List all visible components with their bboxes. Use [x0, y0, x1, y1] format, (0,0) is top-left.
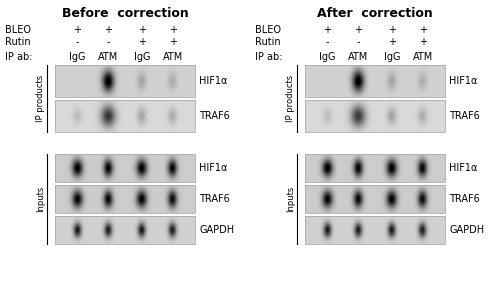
- Text: HIF1α: HIF1α: [449, 163, 478, 173]
- Text: After  correction: After correction: [317, 7, 433, 20]
- Text: +: +: [388, 25, 396, 35]
- Text: IgG: IgG: [134, 52, 150, 62]
- Text: GAPDH: GAPDH: [199, 225, 234, 235]
- Text: -: -: [326, 37, 329, 47]
- Text: ATM: ATM: [98, 52, 118, 62]
- Bar: [55, 154, 195, 182]
- Text: IgG: IgG: [319, 52, 336, 62]
- Text: GAPDH: GAPDH: [449, 225, 484, 235]
- Text: Rutin: Rutin: [5, 37, 30, 47]
- Text: +: +: [418, 25, 426, 35]
- Text: +: +: [104, 25, 112, 35]
- Bar: [55, 100, 195, 132]
- Text: +: +: [388, 37, 396, 47]
- Text: Inputs: Inputs: [36, 186, 45, 212]
- Text: TRAF6: TRAF6: [199, 111, 230, 121]
- Bar: [305, 65, 445, 97]
- Bar: [305, 185, 445, 213]
- Text: Inputs: Inputs: [286, 186, 295, 212]
- Bar: [305, 216, 445, 244]
- Text: -: -: [106, 37, 110, 47]
- Bar: [55, 65, 195, 97]
- Text: -: -: [356, 37, 360, 47]
- Text: +: +: [168, 37, 176, 47]
- Text: +: +: [74, 25, 82, 35]
- Text: IP ab:: IP ab:: [255, 52, 282, 62]
- Text: TRAF6: TRAF6: [199, 194, 230, 204]
- Text: TRAF6: TRAF6: [449, 111, 480, 121]
- Text: IP products: IP products: [286, 75, 295, 122]
- Text: IgG: IgG: [69, 52, 86, 62]
- Text: HIF1α: HIF1α: [449, 76, 478, 86]
- Bar: [55, 185, 195, 213]
- Text: -: -: [76, 37, 79, 47]
- Text: HIF1α: HIF1α: [199, 76, 228, 86]
- Text: IP products: IP products: [36, 75, 45, 122]
- Text: +: +: [168, 25, 176, 35]
- Text: BLEO: BLEO: [5, 25, 31, 35]
- Text: ATM: ATM: [412, 52, 432, 62]
- Text: +: +: [324, 25, 332, 35]
- Text: IgG: IgG: [384, 52, 400, 62]
- Text: +: +: [354, 25, 362, 35]
- Text: +: +: [138, 37, 146, 47]
- Text: Rutin: Rutin: [255, 37, 280, 47]
- Text: ATM: ATM: [162, 52, 182, 62]
- Text: ATM: ATM: [348, 52, 368, 62]
- Text: HIF1α: HIF1α: [199, 163, 228, 173]
- Text: BLEO: BLEO: [255, 25, 281, 35]
- Bar: [305, 154, 445, 182]
- Text: TRAF6: TRAF6: [449, 194, 480, 204]
- Text: +: +: [418, 37, 426, 47]
- Text: Before  correction: Before correction: [62, 7, 188, 20]
- Text: +: +: [138, 25, 146, 35]
- Bar: [305, 100, 445, 132]
- Text: IP ab:: IP ab:: [5, 52, 32, 62]
- Bar: [55, 216, 195, 244]
